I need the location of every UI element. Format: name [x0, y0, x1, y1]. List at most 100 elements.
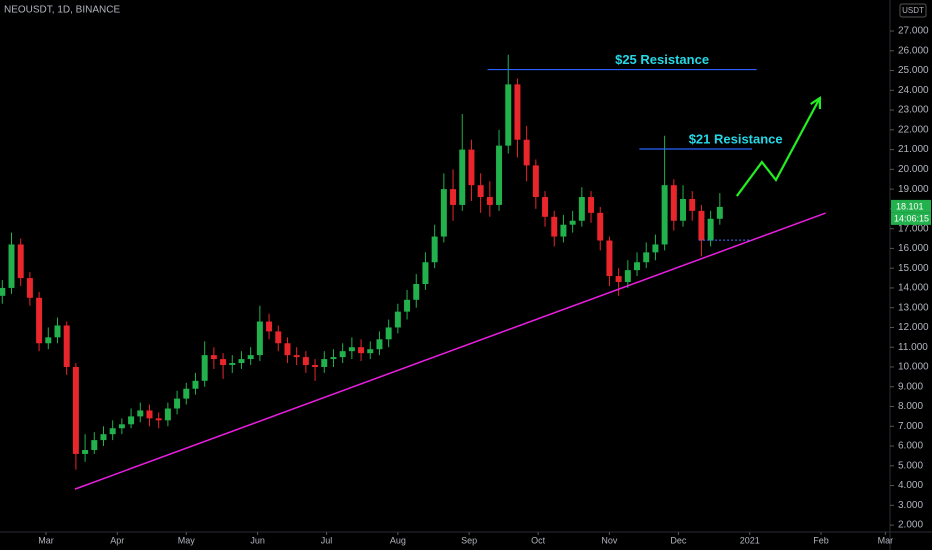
- candle-body: [26, 278, 33, 298]
- x-tick-label: Feb: [813, 535, 829, 545]
- candle-body: [588, 197, 595, 213]
- countdown-box: [891, 212, 931, 225]
- y-tick-label: 6.000: [898, 441, 923, 452]
- y-tick-label: 4.000: [898, 480, 923, 491]
- y-tick-label: 10.000: [898, 362, 929, 373]
- x-tick-label: Sep: [461, 535, 477, 545]
- last-price-box: [891, 199, 931, 213]
- last-price-label: 18.101: [896, 201, 924, 211]
- candle-body: [551, 216, 558, 237]
- candle-body: [707, 218, 714, 241]
- y-tick-label: 3.000: [898, 500, 923, 511]
- arrow-head: [810, 95, 822, 110]
- candle-body: [680, 199, 687, 221]
- y-tick-label: 22.000: [898, 124, 929, 135]
- candle-body: [100, 434, 107, 441]
- x-tick-label: Nov: [601, 535, 618, 545]
- candle-body: [174, 398, 181, 409]
- currency-box: [899, 3, 927, 18]
- candle-body: [716, 206, 723, 219]
- candle-body: [220, 359, 227, 366]
- candle-body: [560, 224, 567, 237]
- x-tick-label: Jul: [321, 535, 333, 545]
- candle-body: [505, 84, 512, 146]
- y-tick-label: 26.000: [898, 45, 929, 56]
- candle-body: [0, 287, 6, 296]
- candle-body: [266, 321, 273, 332]
- candle-body: [689, 199, 696, 211]
- candle-body: [569, 220, 576, 225]
- candle-body: [137, 410, 144, 417]
- candle-body: [293, 355, 300, 358]
- candle-body: [229, 363, 236, 366]
- y-tick-label: 23.000: [898, 105, 929, 116]
- candle-body: [468, 149, 475, 186]
- candle-body: [128, 416, 135, 425]
- x-tick-label: May: [178, 535, 196, 545]
- candle-body: [54, 325, 61, 338]
- candle-body: [532, 165, 539, 198]
- candle-body: [91, 440, 98, 450]
- x-tick-label: Dec: [670, 535, 687, 545]
- candle-body: [146, 410, 153, 419]
- candle-body: [183, 388, 190, 399]
- candle-body: [302, 357, 309, 366]
- candle-body: [109, 428, 116, 435]
- candle-body: [312, 365, 319, 367]
- candle-body: [670, 185, 677, 221]
- candle-body: [72, 366, 79, 454]
- x-tick-label: Aug: [390, 535, 406, 545]
- candle-body: [624, 270, 631, 283]
- candle-body: [275, 331, 282, 344]
- candle-body: [118, 424, 125, 429]
- candle-body: [339, 351, 346, 358]
- y-tick-label: 19.000: [898, 184, 929, 195]
- candle-body: [238, 359, 245, 364]
- candle-body: [330, 357, 337, 360]
- candle-body: [210, 355, 217, 360]
- candle-body: [422, 262, 429, 284]
- candle-body: [496, 145, 503, 205]
- candle-body: [256, 321, 263, 356]
- candle-body: [8, 244, 15, 288]
- candle-body: [36, 297, 43, 344]
- y-tick-label: 24.000: [898, 85, 929, 96]
- x-tick-label: Mar: [878, 535, 894, 545]
- candle-body: [578, 197, 585, 221]
- candle-body: [385, 327, 392, 340]
- y-tick-label: 5.000: [898, 460, 923, 471]
- y-tick-label: 9.000: [898, 381, 923, 392]
- trendline: [74, 212, 826, 490]
- candle-body: [367, 349, 374, 354]
- y-tick-label: 11.000: [898, 342, 928, 353]
- y-tick-label: 14.000: [898, 283, 929, 294]
- y-tick-label: 16.000: [898, 243, 929, 254]
- candle-body: [597, 212, 604, 241]
- y-tick-label: 13.000: [898, 302, 929, 313]
- candle-body: [321, 359, 328, 367]
- projection-arrow: [735, 97, 821, 197]
- candle-body: [45, 337, 52, 344]
- y-tick-label: 2.000: [898, 520, 923, 531]
- candle-body: [542, 197, 549, 217]
- candle-body: [155, 418, 162, 421]
- candle-body: [17, 244, 24, 279]
- candle-body: [643, 252, 650, 263]
- candle-body: [698, 210, 705, 241]
- resistance-label: $21 Resistance: [689, 131, 783, 146]
- candle-body: [459, 149, 466, 205]
- candle-body: [661, 185, 668, 245]
- candle-body: [394, 311, 401, 328]
- candle-body: [358, 347, 365, 354]
- y-tick-label: 27.000: [898, 26, 929, 37]
- y-tick-label: 8.000: [898, 401, 923, 412]
- x-tick-label: Jun: [250, 535, 265, 545]
- candle-body: [514, 84, 521, 140]
- candle-body: [523, 139, 530, 166]
- candle-body: [63, 325, 70, 367]
- candle-body: [450, 189, 457, 205]
- candle-body: [201, 355, 208, 381]
- candle-body: [376, 339, 383, 350]
